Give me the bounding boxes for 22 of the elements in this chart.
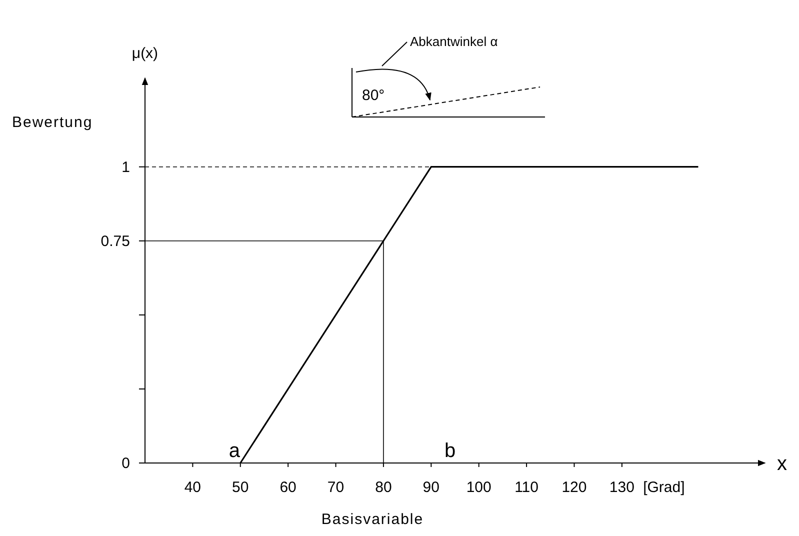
x-tick-label: 60 [280, 479, 296, 496]
x-tick-label: 90 [422, 479, 440, 496]
x-axis-title: Basisvariable [321, 511, 424, 528]
x-tick-label: 130 [609, 479, 634, 496]
text: Abkantwinkel α [410, 34, 498, 49]
text: x [777, 453, 787, 475]
x-tick-label: 110 [514, 479, 538, 496]
y-tick-label: 0.75 [100, 232, 130, 250]
annotation: 80° [362, 87, 385, 104]
x-tick-label: 70 [327, 479, 344, 496]
annotation: a [228, 440, 241, 462]
x-tick-label: 120 [562, 479, 587, 496]
y-tick-label: 1 [122, 158, 130, 176]
x-tick-label: 100 [466, 479, 492, 496]
x-tick-label: 40 [184, 479, 202, 496]
text: μ(x) [132, 45, 158, 62]
y-axis-title: Bewertung [12, 114, 93, 131]
annotation: b [444, 440, 456, 462]
x-tick-label: 80 [375, 479, 392, 496]
x-tick-label: 50 [232, 479, 249, 496]
text: [Grad] [643, 479, 685, 496]
y-tick-label: 0 [122, 455, 130, 472]
